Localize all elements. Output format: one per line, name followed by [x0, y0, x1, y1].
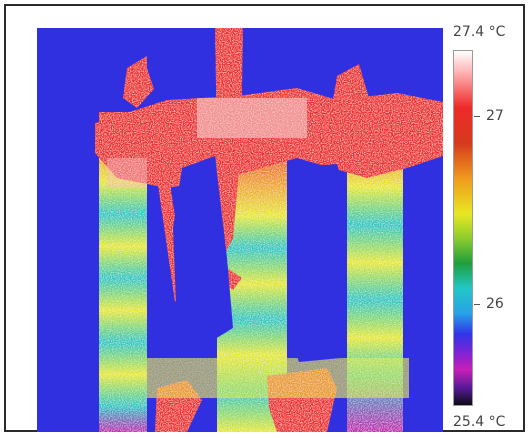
- scale-tick-label-27: 27: [486, 108, 504, 124]
- scale-tick-label-26: 26: [486, 296, 504, 312]
- scale-min-label: 25.4 °C: [453, 414, 506, 430]
- thermal-image: [37, 28, 443, 432]
- scale-max-label: 27.4 °C: [453, 24, 506, 40]
- thermal-image-panel: 27.4 °C 27 26 25.4 °C: [4, 4, 525, 432]
- scale-tick-26: [474, 304, 480, 305]
- scale-tick-27: [474, 116, 480, 117]
- temperature-colorbar: [453, 50, 473, 406]
